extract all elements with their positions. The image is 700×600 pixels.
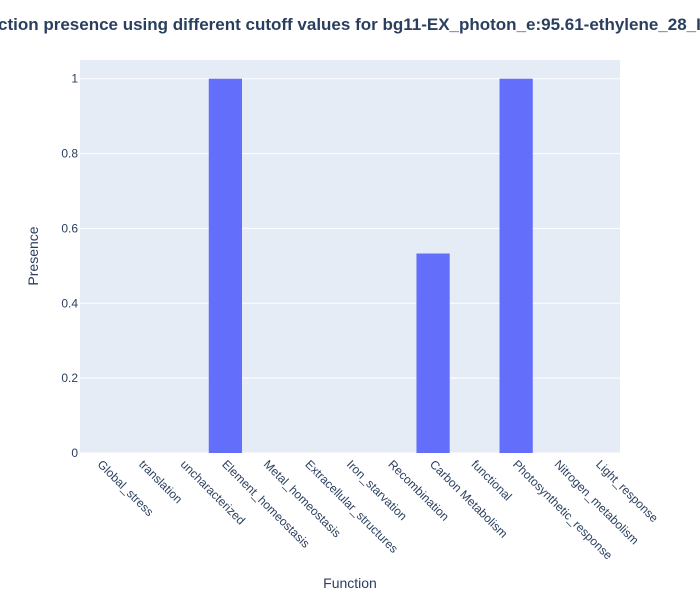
bar-element-homeostasis[interactable] — [208, 78, 242, 453]
x-axis-title: Function — [323, 575, 377, 591]
x-axis-ticks: Global_stresstranslationuncharacterizedE… — [95, 457, 662, 562]
plot-area — [80, 60, 620, 453]
x-tick-label: Metal_homeostasis — [261, 457, 344, 540]
y-tick-label: 0.2 — [61, 371, 78, 385]
y-tick-label: 1 — [71, 72, 78, 86]
bar-photosynthetic-response[interactable] — [499, 78, 533, 453]
bars — [208, 78, 533, 453]
y-tick-label: 0.6 — [61, 221, 78, 235]
y-tick-label: 0 — [71, 446, 78, 460]
chart-title: ction presence using different cutoff va… — [0, 15, 700, 34]
y-axis-title: Presence — [25, 226, 41, 285]
x-tick-label: Carbon Metabolism — [427, 457, 510, 540]
bar-carbon-metabolism[interactable] — [416, 253, 450, 453]
y-axis-ticks: 0 0.2 0.4 0.6 0.8 1 — [61, 72, 78, 460]
y-tick-label: 0.4 — [61, 296, 78, 310]
y-tick-label: 0.8 — [61, 147, 78, 161]
